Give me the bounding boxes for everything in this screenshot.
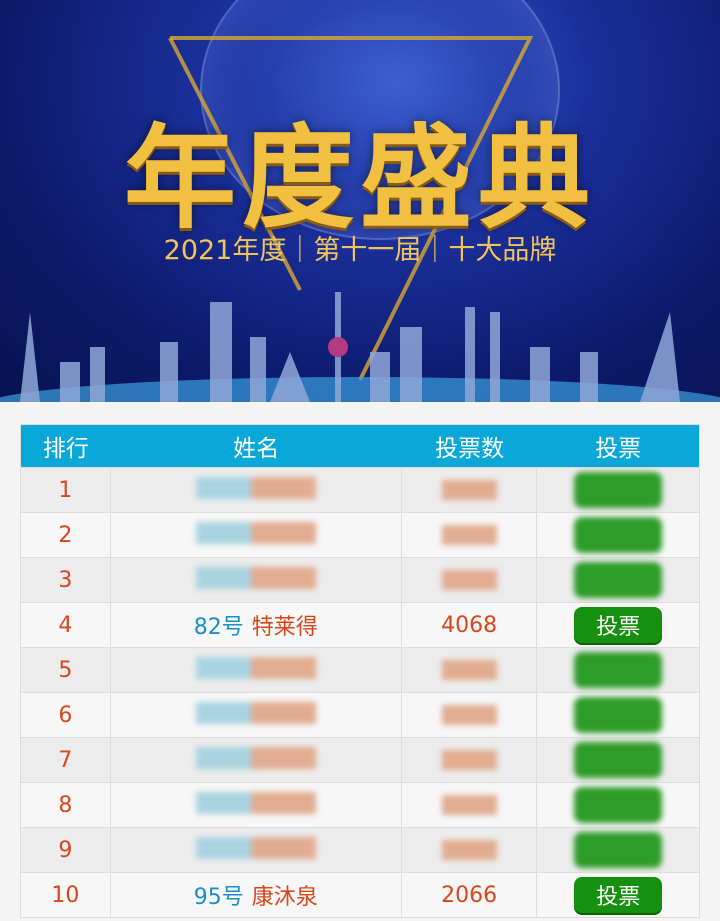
city-skyline	[0, 292, 720, 402]
vote-button[interactable]	[574, 832, 663, 868]
rank-cell: 6	[58, 702, 73, 728]
rank-cell: 8	[58, 792, 73, 818]
vote-button[interactable]: 投票	[574, 607, 663, 643]
blurred-votes	[441, 660, 497, 680]
blurred-votes	[441, 705, 497, 725]
vote-button[interactable]	[574, 472, 663, 508]
rank-cell: 10	[51, 882, 80, 908]
blurred-name	[195, 702, 316, 728]
blurred-name	[195, 567, 316, 593]
entry-name: 康沐泉	[251, 885, 318, 910]
rank-cell: 3	[58, 567, 73, 593]
table-row: 3	[21, 557, 699, 602]
vote-button[interactable]	[574, 787, 663, 823]
blurred-votes	[441, 840, 497, 860]
blurred-votes	[441, 795, 497, 815]
table-row: 2	[21, 512, 699, 557]
table-row: 8	[21, 782, 699, 827]
vote-button[interactable]	[574, 742, 663, 778]
header-rank: 排行	[42, 436, 89, 462]
rank-cell: 4	[58, 612, 73, 638]
ranking-table: 排行 姓名 投票数 投票 1 2 3 4 82号 特莱得 4068 投票 5 6 7…	[20, 424, 700, 918]
blurred-name	[195, 747, 316, 773]
table-row: 7	[21, 737, 699, 782]
vote-button[interactable]	[574, 517, 663, 553]
vote-button[interactable]	[574, 562, 663, 598]
entry-name: 特莱得	[251, 615, 318, 640]
vote-button[interactable]: 投票	[574, 877, 663, 913]
table-row: 10 95号 康沐泉 2066 投票	[21, 872, 699, 917]
event-banner: 年度盛典 2021年度｜第十一届｜十大品牌	[0, 0, 720, 402]
blurred-name	[195, 837, 316, 863]
vote-count: 4068	[441, 612, 498, 638]
blurred-name	[195, 657, 316, 683]
table-row: 9	[21, 827, 699, 872]
vote-count: 2066	[441, 882, 498, 908]
gold-frame-decoration	[168, 36, 534, 381]
table-row: 4 82号 特莱得 4068 投票	[21, 602, 699, 647]
vote-button[interactable]	[574, 652, 663, 688]
table-header: 排行 姓名 投票数 投票	[21, 425, 699, 467]
banner-title: 年度盛典	[124, 114, 596, 244]
blurred-name	[195, 522, 316, 548]
header-vote: 投票	[595, 436, 642, 462]
rank-cell: 7	[58, 747, 73, 773]
rank-cell: 2	[58, 522, 73, 548]
table-row: 1	[21, 467, 699, 512]
blurred-name	[195, 477, 316, 503]
rank-cell: 1	[58, 477, 73, 503]
banner-subtitle: 2021年度｜第十一届｜十大品牌	[163, 235, 557, 266]
entry-number: 82号	[193, 615, 244, 640]
header-votes: 投票数	[435, 436, 505, 462]
blurred-votes	[441, 480, 497, 500]
vote-button[interactable]	[574, 697, 663, 733]
table-row: 6	[21, 692, 699, 737]
rank-cell: 9	[58, 837, 73, 863]
blurred-votes	[441, 750, 497, 770]
entry-number: 95号	[193, 885, 244, 910]
blurred-name	[195, 792, 316, 818]
blurred-votes	[441, 525, 497, 545]
table-row: 5	[21, 647, 699, 692]
rank-cell: 5	[58, 657, 73, 683]
blurred-votes	[441, 570, 497, 590]
header-name: 姓名	[233, 436, 280, 462]
